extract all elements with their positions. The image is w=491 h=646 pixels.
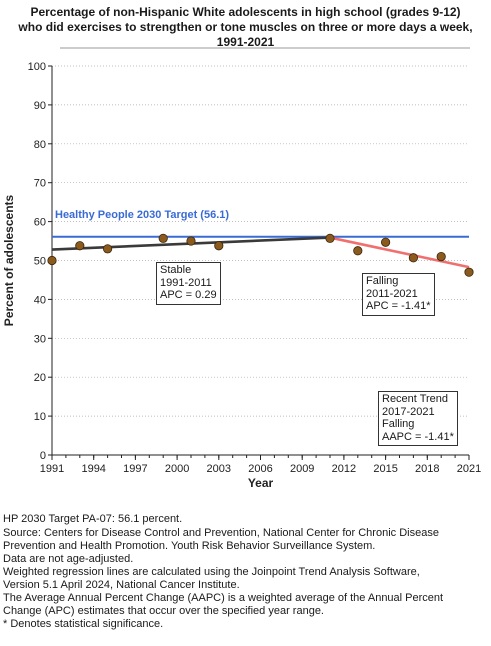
data-point bbox=[325, 233, 335, 243]
annotation-recent-trend: Recent Trend 2017-2021 Falling AAPC = -1… bbox=[378, 391, 458, 446]
x-tick-label: 1991 bbox=[40, 463, 64, 475]
x-tick-label: 2006 bbox=[248, 463, 272, 475]
y-tick-label: 0 bbox=[40, 450, 46, 462]
annotation-line: 2011-2021 bbox=[366, 287, 418, 300]
chart-title-line: who did exercises to strengthen or tone … bbox=[18, 20, 473, 34]
y-tick-label: 100 bbox=[28, 61, 46, 73]
y-tick-label: 40 bbox=[34, 294, 46, 306]
footnote: Source: Centers for Disease Control and … bbox=[3, 527, 439, 539]
annotation-line: APC = 0.29 bbox=[160, 289, 217, 301]
footnote: Weighted regression lines are calculated… bbox=[3, 566, 420, 578]
y-tick-label: 10 bbox=[34, 411, 46, 423]
x-tick-label: 2021 bbox=[457, 463, 481, 475]
x-tick-label: 1997 bbox=[123, 463, 147, 475]
y-axis-label: Percent of adolescents bbox=[2, 194, 16, 326]
footnote: Change (APC) estimates that occur over t… bbox=[3, 605, 324, 617]
annotation-stable: Stable 1991-2011 APC = 0.29 bbox=[156, 262, 221, 305]
target-label: Healthy People 2030 Target (56.1) bbox=[55, 209, 230, 221]
data-point bbox=[436, 252, 446, 262]
y-tick-label: 30 bbox=[34, 333, 46, 345]
x-tick-label: 2015 bbox=[373, 463, 397, 475]
x-tick-label: 1994 bbox=[81, 463, 105, 475]
x-tick-label: 2003 bbox=[207, 463, 231, 475]
footnote: Version 5.1 April 2024, National Cancer … bbox=[3, 579, 240, 591]
footnote: * Denotes statistical significance. bbox=[3, 618, 164, 630]
y-tick-label: 90 bbox=[34, 100, 46, 112]
data-point bbox=[103, 244, 113, 254]
y-tick-label: 60 bbox=[34, 217, 46, 229]
annotation-falling: Falling 2011-2021 APC = -1.41* bbox=[362, 273, 435, 316]
annotation-line: Falling bbox=[366, 275, 399, 287]
annotation-line: AAPC = -1.41* bbox=[382, 430, 454, 443]
data-point bbox=[214, 241, 224, 251]
y-tick-label: 50 bbox=[34, 256, 46, 268]
data-point bbox=[408, 253, 418, 263]
data-point bbox=[47, 255, 57, 266]
x-tick-label: 2012 bbox=[332, 463, 356, 475]
annotation-line: APC = -1.41* bbox=[366, 300, 431, 312]
annotation-line: 2017-2021 bbox=[382, 405, 435, 418]
data-point bbox=[158, 233, 168, 243]
chart-title-line: 1991-2021 bbox=[216, 35, 275, 49]
footnote: Data are not age-adjusted. bbox=[3, 553, 134, 565]
chart-title: Percentage of non-Hispanic White adolesc… bbox=[0, 5, 491, 50]
footnote: Prevention and Health Promotion. Youth R… bbox=[3, 540, 376, 552]
x-tick-label: 2000 bbox=[165, 463, 189, 475]
annotation-line: 1991-2011 bbox=[160, 276, 212, 289]
x-tick-label: 2018 bbox=[415, 463, 439, 475]
footnote: HP 2030 Target PA-07: 56.1 percent. bbox=[3, 513, 183, 525]
data-point bbox=[464, 267, 474, 277]
data-point bbox=[380, 237, 391, 247]
x-tick-label: 2009 bbox=[290, 463, 314, 475]
trend-line bbox=[329, 236, 470, 269]
y-tick-label: 70 bbox=[34, 178, 46, 190]
y-tick-label: 20 bbox=[34, 372, 46, 384]
footnote: The Average Annual Percent Change (AAPC)… bbox=[3, 592, 444, 604]
annotation-line: Recent Trend bbox=[382, 393, 449, 405]
data-point bbox=[353, 246, 363, 256]
data-point bbox=[186, 236, 196, 246]
x-axis-label: Year bbox=[248, 476, 274, 490]
chart-title-line: Percentage of non-Hispanic White adolesc… bbox=[30, 5, 461, 19]
annotation-line: Stable bbox=[160, 264, 192, 276]
annotation-line: Falling bbox=[382, 418, 415, 430]
data-point bbox=[75, 241, 85, 251]
y-tick-label: 80 bbox=[34, 139, 46, 151]
